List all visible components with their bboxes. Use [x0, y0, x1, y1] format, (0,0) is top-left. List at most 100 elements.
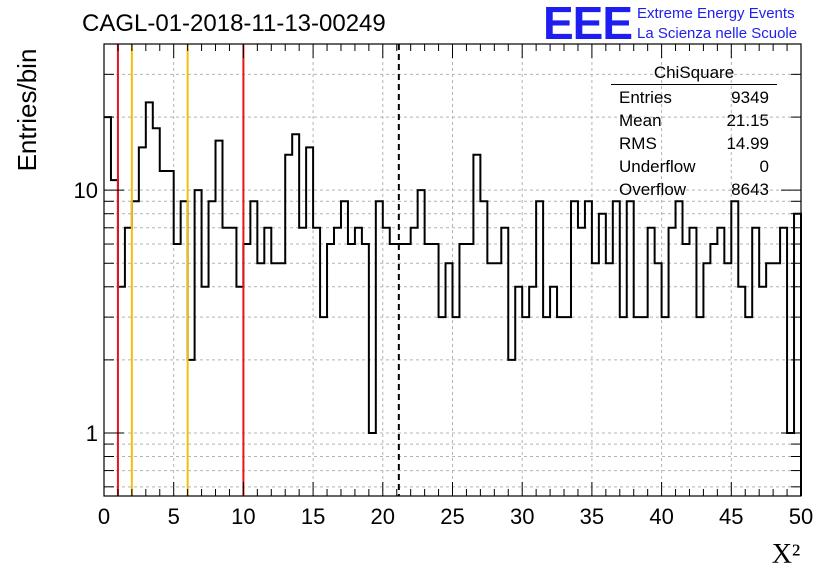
histogram-bin: [459, 244, 466, 496]
stats-row-overflow: Overflow 8643: [611, 178, 777, 201]
histogram-bin: [390, 244, 397, 496]
histogram-bin: [752, 228, 759, 496]
x-tick-label: 35: [580, 504, 604, 529]
histogram-bin: [362, 244, 369, 496]
histogram-bin: [271, 263, 278, 496]
histogram-bin: [125, 228, 132, 496]
stats-value: 8643: [731, 180, 769, 199]
histogram-bin: [146, 102, 153, 496]
histogram-bin: [181, 201, 188, 496]
x-tick-label: 10: [231, 504, 255, 529]
histogram-bin: [592, 263, 599, 496]
histogram-bin: [683, 244, 690, 496]
histogram-bin: [780, 228, 787, 496]
histogram-bin: [466, 244, 473, 496]
histogram-bin: [676, 201, 683, 496]
histogram-bin: [222, 228, 229, 496]
histogram-bin: [202, 287, 209, 496]
stats-label: RMS: [619, 134, 657, 153]
histogram-bin: [397, 244, 404, 496]
histogram-bin: [132, 201, 139, 496]
histogram-bin: [738, 287, 745, 496]
stats-row-mean: Mean 21.15: [611, 109, 777, 132]
vertical-markers: [116, 44, 400, 496]
histogram-bin: [264, 228, 271, 496]
histogram-bin: [153, 128, 160, 496]
stats-value: 14.99: [726, 134, 769, 153]
y-tick-label: 1: [86, 421, 98, 446]
histogram-bin: [118, 287, 125, 496]
histogram-bin: [418, 190, 425, 496]
histogram-bin: [773, 263, 780, 496]
x-tick-label: 50: [789, 504, 813, 529]
histogram-bin: [209, 201, 216, 496]
histogram-bin: [243, 244, 250, 496]
histogram-bin: [104, 117, 111, 496]
histogram-bin: [578, 228, 585, 496]
histogram-bin: [641, 317, 648, 496]
histogram-bin: [710, 244, 717, 496]
x-tick-label: 5: [168, 504, 180, 529]
stats-box: ChiSquare Entries 9349 Mean 21.15 RMS 14…: [611, 63, 777, 201]
histogram-bin: [348, 244, 355, 496]
x-tick-label: 40: [649, 504, 673, 529]
histogram-bin: [334, 228, 341, 496]
histogram-bin: [487, 263, 494, 496]
histogram-bin: [278, 263, 285, 496]
stats-value: 21.15: [726, 111, 769, 130]
histogram-bin: [703, 263, 710, 496]
histogram-bin: [446, 263, 453, 496]
histogram-bin: [515, 287, 522, 496]
histogram-bin: [299, 228, 306, 496]
histogram-bin: [571, 201, 578, 496]
histogram-bin: [425, 244, 432, 496]
x-tick-label: 25: [440, 504, 464, 529]
histogram-bin: [543, 317, 550, 496]
histogram-bin: [759, 287, 766, 496]
histogram-bin: [606, 263, 613, 496]
histogram-bin: [599, 214, 606, 496]
histogram-bin: [236, 287, 243, 496]
histogram-bin: [745, 317, 752, 496]
x-tick-label: 15: [301, 504, 325, 529]
histogram-bin: [292, 134, 299, 496]
stats-row-entries: Entries 9349: [611, 86, 777, 109]
histogram-bin: [320, 317, 327, 496]
histogram-bin: [432, 244, 439, 496]
histogram-bin: [689, 228, 696, 496]
logo-line-2: La Scienza nelle Scuole: [637, 25, 798, 42]
histogram-bin: [648, 228, 655, 496]
histogram-bin: [188, 360, 195, 496]
chart-title: CAGL-01-2018-11-13-00249: [82, 10, 386, 37]
histogram-outline: [104, 101, 802, 496]
histogram-bin: [724, 263, 731, 496]
stats-label: Underflow: [619, 157, 696, 176]
stats-label: Overflow: [619, 180, 687, 199]
histogram-bin: [766, 263, 773, 496]
histogram-bin: [494, 263, 501, 496]
histogram-bin: [453, 317, 460, 496]
eee-logo: EEE: [543, 0, 633, 49]
histogram-bin: [620, 317, 627, 496]
histogram-bin: [257, 263, 264, 496]
histogram-bin: [313, 228, 320, 496]
axis-ticks: [103, 43, 802, 496]
stats-value: 0: [759, 157, 769, 176]
histogram-bin: [522, 317, 529, 496]
histogram-bin: [529, 287, 536, 496]
stats-row-underflow: Underflow 0: [611, 155, 777, 178]
histogram-bin: [174, 244, 181, 496]
histogram-bin: [376, 201, 383, 496]
histogram-bin: [306, 147, 313, 496]
logo-line-1: Extreme Energy Events: [637, 5, 795, 22]
histogram-bin: [717, 228, 724, 496]
stats-label: Entries: [619, 88, 672, 107]
stats-title: ChiSquare: [611, 63, 777, 85]
histogram-bin: [139, 147, 146, 496]
histogram-bin: [696, 317, 703, 496]
histogram-bin: [439, 317, 446, 496]
x-tick-label: 0: [98, 504, 110, 529]
x-tick-label: 45: [719, 504, 743, 529]
histogram-bin: [355, 228, 362, 496]
x-tick-label: 30: [510, 504, 534, 529]
